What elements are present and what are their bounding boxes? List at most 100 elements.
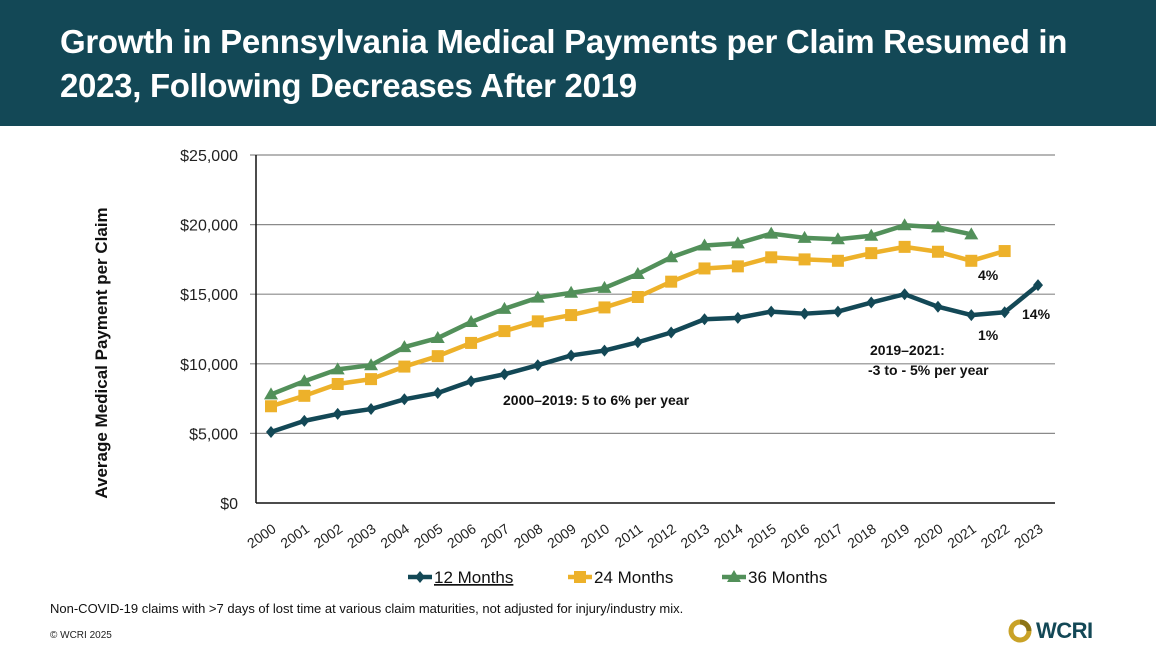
data-point [365,373,378,386]
data-point [965,254,978,267]
x-tick-label: 2004 [377,520,412,551]
data-point [532,359,543,372]
series-line [270,223,972,397]
line-chart: $0 $5,000 $10,000 $15,000 $20,000 $25,000 200… [92,148,1055,587]
data-point [431,350,444,363]
data-point [565,309,578,322]
y-tick-label: $25,000 [180,148,238,165]
y-tick-label: $5,000 [189,426,238,443]
legend-diamond-icon [415,571,425,583]
page-title: Growth in Pennsylvania Medical Payments … [60,23,1068,104]
data-point [865,247,878,260]
data-point [699,313,710,326]
x-tick-label: 2012 [644,520,679,551]
legend-label: 24 Months [594,568,673,587]
annotation-label: 1% [978,327,999,343]
data-point [498,325,511,338]
data-point [265,400,277,413]
data-point [665,275,678,288]
data-point [566,349,577,362]
data-point [730,236,745,249]
data-point [831,254,844,267]
data-point [266,426,276,439]
data-point [398,360,411,373]
x-tick-label: 2020 [911,520,946,551]
data-point [698,262,711,275]
y-tick-label: $10,000 [180,357,238,374]
y-tick-label: $15,000 [180,287,238,304]
data-point [466,375,477,388]
data-point [564,285,579,298]
legend-item[interactable]: 36 Months [722,568,827,587]
annotation-label: 2000–2019: 5 to 6% per year [503,392,690,408]
data-point [465,336,478,349]
x-tick-label: 2013 [678,520,713,551]
data-point [898,240,911,253]
data-point [832,305,843,318]
footnote: Non-COVID-19 claims with >7 days of lost… [50,601,684,616]
data-point [798,253,811,266]
data-point [697,238,712,251]
x-tick-label: 2022 [978,520,1013,551]
data-point [998,245,1011,258]
data-point [430,331,445,344]
logo-text: WCRI [1036,618,1093,643]
data-point [630,267,645,280]
data-point [597,280,612,293]
data-point [666,326,677,339]
x-tick-label: 2003 [344,520,379,551]
x-tick-label: 2016 [778,520,813,551]
data-point [964,227,979,240]
y-axis-label: Average Medical Payment per Claim [92,207,111,498]
data-point [330,362,345,375]
annotation-label: 2019–2021: [870,342,945,358]
x-tick-label: 2023 [1011,520,1046,551]
title-banner: Growth in Pennsylvania Medical Payments … [0,0,1156,126]
x-tick-label: 2017 [811,520,846,551]
data-point [331,377,344,390]
series-24-months [265,240,1011,413]
series-line [270,283,1040,435]
data-point [264,387,278,400]
data-point [899,288,910,301]
data-point [764,226,779,239]
x-tick-label: 2005 [411,520,446,551]
annotation-label: -3 to - 5% per year [868,362,989,378]
x-tick-label: 2021 [944,520,979,551]
legend: 12 Months 24 Months 36 Months [408,568,827,587]
data-point [830,232,845,245]
data-point [399,393,410,406]
data-point [464,315,479,328]
axes [255,155,1055,504]
data-point [765,251,778,264]
legend-label: 12 Months [434,568,513,587]
data-point [432,387,443,400]
data-point [966,309,977,322]
data-point [366,403,377,416]
annotation-label: 14% [1022,306,1051,322]
data-point [1033,279,1043,292]
series-12-months [266,279,1043,439]
legend-item[interactable]: 24 Months [568,568,673,587]
x-tick-label: 2011 [612,520,646,550]
data-point [499,368,510,381]
wcri-logo: WCRI [1008,617,1093,645]
x-tick-label: 2001 [277,520,312,551]
wcri-ring-icon [1008,619,1032,643]
data-point [797,230,812,243]
legend-square-icon [574,571,586,583]
data-point [599,344,610,357]
legend-item[interactable]: 12 Months [408,568,513,587]
x-tick-label: 2019 [878,520,913,551]
x-tick-label: 2014 [711,520,746,551]
data-point [297,374,312,387]
data-point [364,358,379,371]
data-point [664,250,679,263]
series-lines [264,218,1043,439]
data-point [598,301,611,314]
data-point [397,340,412,353]
x-tick-label: 2007 [477,520,512,551]
legend-triangle-icon [727,570,741,582]
data-point [931,245,944,258]
x-tick-label: 2010 [578,520,613,551]
